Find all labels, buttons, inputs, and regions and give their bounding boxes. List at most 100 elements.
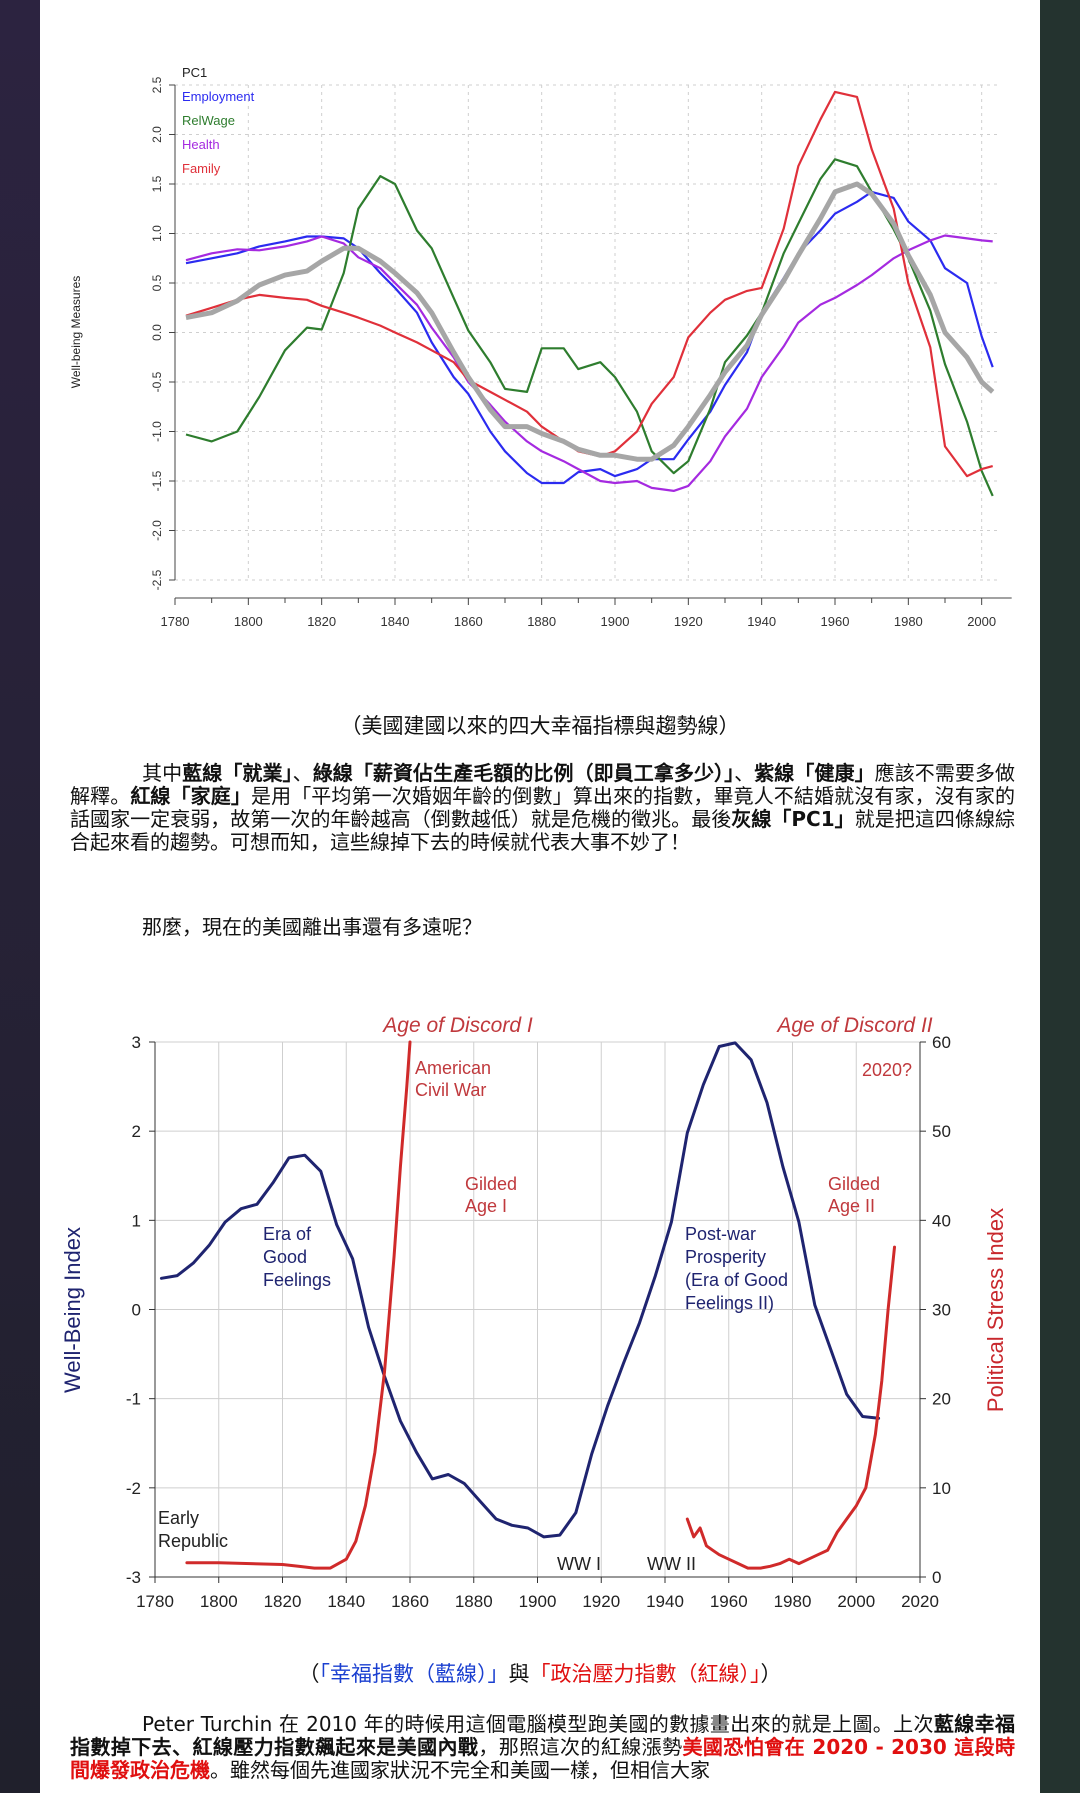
c1-xtick-label: 1880 [527,614,556,629]
c1-xtick-label: 1920 [674,614,703,629]
c1-ytick-label: -1.5 [150,470,164,491]
c1-xtick-label: 1840 [381,614,410,629]
c2-annotation-postwar_2: Prosperity [685,1247,766,1267]
c2-annotation-era_good_2: Good [263,1247,307,1267]
c1-xtick-label: 2000 [967,614,996,629]
c1-ytick-label: 0.0 [150,324,164,341]
c2-xtick-label: 1800 [200,1592,238,1611]
c2-series-2 [685,1245,896,1570]
c2-ylabel: Well-Being Index [60,1227,85,1393]
c1-legend-pc1: PC1 [182,65,207,80]
c2-xtick-label: 1880 [455,1592,493,1611]
c2-annotation-civil_war_2: Civil War [415,1080,486,1100]
c1-legend-family: Family [182,161,221,176]
c1-legend-relwage: RelWage [182,113,235,128]
c2-xtick-label: 2000 [837,1592,875,1611]
paragraph-1: 其中藍線「就業」、綠線「薪資佔生產毛額的比例（即員工拿多少）」、紫線「健康」應該… [70,761,1016,854]
c2-annotation-ww1: WW I [557,1554,601,1574]
c1-xtick-label: 1980 [894,614,923,629]
c2-y2tick-label: 20 [932,1390,951,1409]
chart2-lines [159,1040,896,1570]
c2-ytick-label: 2 [132,1122,141,1141]
c1-ytick-label: 1.0 [150,225,164,242]
wellbeing-measures-chart: 2.5 2.0 1.5 1.0 0.5 0.0 -0.5 -1.0 -1.5 -2.0 -2.5 We… [69,65,1012,629]
c2-xtick-label: 1820 [264,1592,302,1611]
c1-xtick-label: 1940 [747,614,776,629]
c1-series-pc1 [185,181,995,462]
c2-xtick-label: 1920 [582,1592,620,1611]
c1-xtick-label: 1780 [161,614,190,629]
c2-y2tick-label: 60 [932,1033,951,1052]
c2-y2tick-label: 0 [932,1568,941,1587]
c2-annotation-postwar_1: Post-war [685,1224,756,1244]
c2-annotation-ww2: WW II [647,1554,696,1574]
c2-xtick-label: 1840 [327,1592,365,1611]
caption-chart1: （美國建國以來的四大幸福指標與趨勢線） [340,714,740,738]
c1-ytick-label: -1.0 [150,421,164,442]
c2-annotation-gilded1_2: Age I [465,1196,507,1216]
c2-ytick-label: -1 [126,1390,141,1409]
c1-ytick-label: -0.5 [150,371,164,392]
c1-legend-health: Health [182,137,220,152]
c2-annotation-postwar_3: (Era of Good [685,1270,788,1290]
c2-ytick-label: 3 [132,1033,141,1052]
c2-xtick-label: 1780 [136,1592,174,1611]
c2-annotation-early_2: Republic [158,1531,228,1551]
article-page: 2.5 2.0 1.5 1.0 0.5 0.0 -0.5 -1.0 -1.5 -2.0 -2.5 We… [40,0,1040,1793]
c1-series-health [185,234,993,492]
c2-xtick-label: 1940 [646,1592,684,1611]
c1-ylabel: Well-being Measures [69,276,83,389]
c2-annotation-year_2020: 2020? [862,1060,912,1080]
chart1-legend: PC1 Employment RelWage Health Family [182,65,255,176]
c2-y2tick-label: 30 [932,1301,951,1320]
chart1-lines [185,90,995,497]
chart1-grid [174,84,1000,581]
c1-xtick-label: 1960 [821,614,850,629]
c2-ytick-label: 0 [132,1301,141,1320]
c2-annotation-gilded2_2: Age II [828,1196,875,1216]
c2-y2tick-label: 50 [932,1122,951,1141]
c2-xtick-label: 2020 [901,1592,939,1611]
chart2-annotations: Age of Discord I Age of Discord II America… [158,1014,933,1574]
c1-xtick-label: 1820 [307,614,336,629]
c2-y2tick-label: 40 [932,1211,951,1230]
c2-ytick-label: -2 [126,1479,141,1498]
c2-ytick-label: -3 [126,1568,141,1587]
c2-xtick-label: 1900 [519,1592,557,1611]
c2-annotation-gilded1_1: Gilded [465,1174,517,1194]
c2-xtick-label: 1860 [391,1592,429,1611]
c2-annotation-civil_war_1: American [415,1058,491,1078]
c1-series-employment [185,190,994,485]
c1-xtick-label: 1900 [601,614,630,629]
c2-ytick-label: 1 [132,1211,141,1230]
c1-ytick-label: 1.5 [150,175,164,192]
c2-annotation-postwar_4: Feelings II) [685,1293,774,1313]
c2-annotation-age_discord_2: Age of Discord II [775,1014,932,1037]
c1-series-family [185,90,993,478]
c2-annotation-early_1: Early [158,1508,199,1528]
c2-annotation-age_discord_1: Age of Discord I [381,1014,533,1037]
c1-xtick-label: 1860 [454,614,483,629]
c2-annotation-era_good_1: Era of [263,1224,312,1244]
c1-ytick-label: -2.5 [150,569,164,590]
left-backdrop [0,0,40,1793]
caption-chart2: （「幸福指數（藍線）」與「政治壓力指數（紅線）」） [298,1662,782,1686]
paragraph-3: Peter Turchin 在 2010 年的時候用這個電腦模型跑美國的數據畫出… [70,1712,1016,1782]
c2-y2tick-label: 10 [932,1479,951,1498]
paragraph-2: 那麼，現在的美國離出事還有多遠呢？ [142,915,482,939]
right-backdrop [1040,0,1080,1793]
c1-legend-employment: Employment [182,89,255,104]
c1-series-relwage [185,158,994,497]
c2-annotation-gilded2_1: Gilded [828,1174,880,1194]
c1-ytick-label: 0.5 [150,274,164,291]
chart2-grid [154,1041,921,1578]
c2-y2label: Political Stress Index [983,1208,1008,1412]
c2-annotation-era_good_3: Feelings [263,1270,331,1290]
c2-series-0 [159,1041,881,1539]
c1-ytick-label: 2.0 [150,126,164,143]
chart1-axes: 2.5 2.0 1.5 1.0 0.5 0.0 -0.5 -1.0 -1.5 -2.0 -2.5 We… [69,76,1012,629]
c1-xtick-label: 1800 [234,614,263,629]
c2-xtick-label: 1980 [774,1592,812,1611]
